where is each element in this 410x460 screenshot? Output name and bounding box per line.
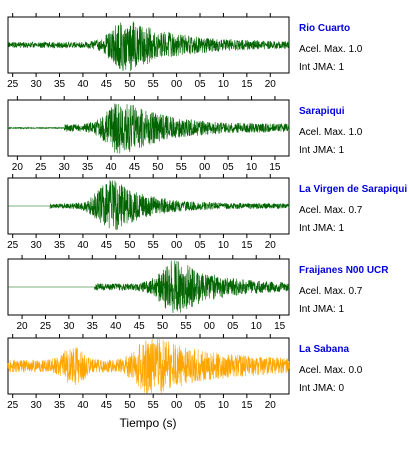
tick-label: 25 (7, 79, 19, 90)
waveform-trace (8, 260, 290, 313)
tick-label: 05 (194, 79, 206, 90)
tick-label: 40 (110, 321, 122, 332)
tick-label: 05 (194, 240, 206, 251)
tick-label: 00 (171, 400, 183, 411)
tick-label: 15 (241, 240, 253, 251)
tick-label: 30 (63, 321, 75, 332)
tick-label: 10 (246, 162, 258, 173)
tick-label: 40 (105, 162, 117, 173)
tick-label: 10 (218, 400, 230, 411)
tick-label: 45 (134, 321, 146, 332)
tick-label: 10 (218, 79, 230, 90)
tick-label: 35 (54, 400, 66, 411)
tick-label: 35 (87, 321, 99, 332)
max-accel-label: Acel. Max. 1.0 (299, 127, 363, 138)
tick-label: 45 (101, 79, 113, 90)
tick-label: 45 (129, 162, 141, 173)
tick-label: 55 (180, 321, 192, 332)
station-name: Rio Cuarto (299, 23, 350, 34)
tick-label: 30 (31, 240, 43, 251)
tick-label: 35 (54, 79, 66, 90)
tick-label: 35 (82, 162, 94, 173)
station-name: La Virgen de Sarapiqui (299, 184, 407, 195)
x-axis-title: Tiempo (s) (120, 416, 177, 430)
station-name: La Sabana (299, 344, 349, 355)
waveform-trace (7, 21, 290, 72)
tick-label: 05 (227, 321, 239, 332)
tick-label: 30 (59, 162, 71, 173)
waveform-trace (8, 180, 290, 230)
tick-label: 40 (77, 240, 89, 251)
tick-label: 50 (124, 79, 136, 90)
tick-label: 20 (12, 162, 24, 173)
tick-label: 15 (241, 400, 253, 411)
tick-label: 55 (148, 79, 160, 90)
station-name: Sarapiqui (299, 106, 345, 117)
tick-label: 55 (176, 162, 188, 173)
tick-label: 20 (265, 400, 277, 411)
jma-intensity-label: Int JMA: 1 (299, 223, 344, 234)
tick-label: 20 (265, 240, 277, 251)
tick-label: 50 (124, 400, 136, 411)
max-accel-label: Acel. Max. 1.0 (299, 44, 363, 55)
max-accel-label: Acel. Max. 0.7 (299, 205, 363, 216)
station-name: Fraijanes N00 UCR (299, 265, 389, 276)
tick-label: 25 (35, 162, 47, 173)
tick-label: 00 (204, 321, 216, 332)
panel-2: 25 30 35 40 45 50 55 00 05 10 15 20 La Virgen de Sar… (7, 174, 407, 251)
max-accel-label: Acel. Max. 0.0 (299, 365, 363, 376)
tick-label: 10 (218, 240, 230, 251)
tick-label: 00 (171, 79, 183, 90)
max-accel-label: Acel. Max. 0.7 (299, 286, 363, 297)
jma-intensity-label: Int JMA: 1 (299, 304, 344, 315)
panel-3: 20 25 30 35 40 45 50 55 00 05 10 15 Fraijanes N00 UC… (7, 255, 389, 332)
panel-1: 20 25 30 35 40 45 50 55 00 05 10 15 Sarapiqui Acel. M… (7, 96, 363, 173)
tick-label: 55 (148, 400, 160, 411)
jma-intensity-label: Int JMA: 1 (299, 62, 344, 73)
jma-intensity-label: Int JMA: 1 (299, 145, 344, 156)
tick-label: 25 (40, 321, 52, 332)
tick-label: 25 (7, 240, 19, 251)
tick-label: 50 (157, 321, 169, 332)
tick-label: 00 (171, 240, 183, 251)
tick-label: 30 (31, 400, 43, 411)
panel-0: 25 30 35 40 45 50 55 00 05 10 15 20 Rio Cuarto Acel. … (7, 13, 363, 90)
tick-label: 30 (31, 79, 43, 90)
tick-label: 50 (124, 240, 136, 251)
tick-label: 45 (101, 240, 113, 251)
tick-label: 40 (77, 79, 89, 90)
tick-label: 45 (101, 400, 113, 411)
tick-label: 20 (265, 79, 277, 90)
tick-label: 00 (199, 162, 211, 173)
tick-label: 15 (241, 79, 253, 90)
panel-4: 25 30 35 40 45 50 55 00 05 10 15 20 La Sabana Acel. M… (7, 334, 363, 411)
waveform-trace (7, 338, 290, 394)
tick-label: 20 (16, 321, 28, 332)
tick-label: 15 (269, 162, 281, 173)
tick-label: 15 (274, 321, 286, 332)
tick-label: 40 (77, 400, 89, 411)
jma-intensity-label: Int JMA: 0 (299, 383, 344, 394)
tick-label: 55 (148, 240, 160, 251)
tick-label: 25 (7, 400, 19, 411)
waveform-trace (7, 103, 290, 154)
tick-label: 05 (223, 162, 235, 173)
tick-label: 35 (54, 240, 66, 251)
tick-label: 50 (152, 162, 164, 173)
tick-label: 05 (194, 400, 206, 411)
tick-label: 10 (251, 321, 263, 332)
